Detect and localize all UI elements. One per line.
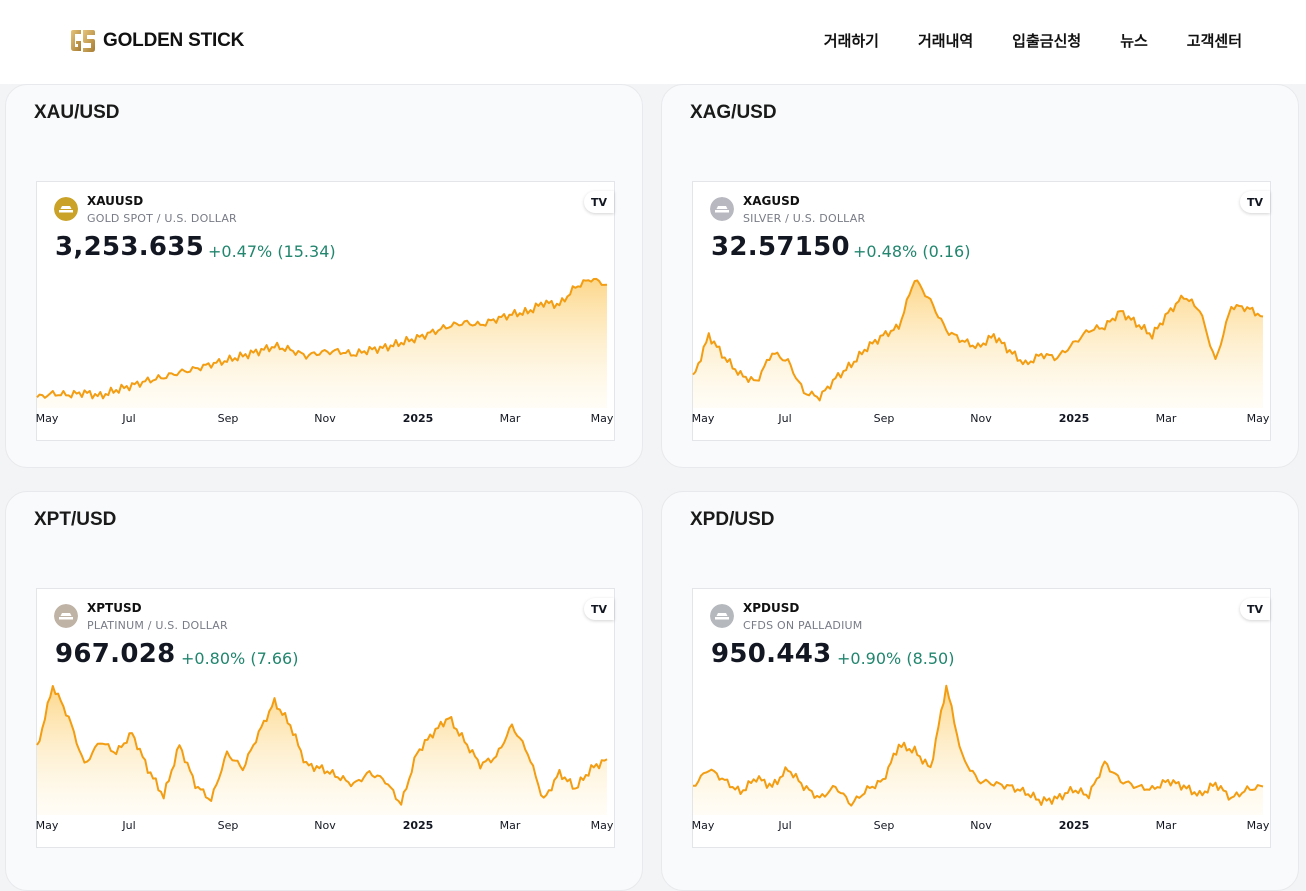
x-tick-label: 2025 (403, 412, 434, 425)
icon-bar-bottom (59, 210, 73, 213)
card-xpd: XPD/USD XPDUSD CFDS ON PALLADIUM 950.443… (661, 491, 1299, 891)
main-nav: 거래하기 거래내역 입출금신청 뉴스 고객센터 (785, 30, 1242, 51)
symbol-description: GOLD SPOT / U.S. DOLLAR (87, 212, 237, 225)
brand-name: GOLDEN STICK (103, 30, 245, 51)
symbol-description: SILVER / U.S. DOLLAR (743, 212, 866, 225)
icon-bar-bottom (59, 617, 73, 620)
silver-bar-icon (710, 197, 734, 221)
x-tick-label: May (591, 819, 614, 832)
card-title: XPD/USD (690, 509, 775, 530)
card-xag: XAG/USD XAGUSD SILVER / U.S. DOLLAR 32.5… (661, 84, 1299, 468)
ticker-widget[interactable]: XAUUSD GOLD SPOT / U.S. DOLLAR 3,253.635… (36, 181, 615, 441)
x-tick-label: 2025 (1059, 412, 1090, 425)
symbol-name[interactable]: XPDUSD (743, 601, 800, 615)
nav-deposit-withdraw[interactable]: 입출금신청 (1012, 32, 1082, 50)
x-tick-label: Sep (874, 819, 895, 832)
nav-history[interactable]: 거래내역 (917, 32, 974, 50)
icon-bar-bottom (715, 617, 729, 620)
price-value: 32.57150 (711, 232, 850, 262)
area-fill (37, 278, 607, 408)
symbol-name[interactable]: XAUUSD (87, 194, 144, 208)
card-title: XPT/USD (34, 509, 117, 530)
x-tick-label: Nov (970, 819, 992, 832)
x-tick-label: May (1247, 412, 1270, 425)
x-tick-label: May (692, 819, 715, 832)
icon-bar-top (60, 613, 72, 616)
price-change: +0.80% (7.66) (181, 649, 299, 668)
x-tick-label: May (36, 819, 59, 832)
palladium-bar-icon (710, 604, 734, 628)
symbol-description: CFDS ON PALLADIUM (743, 619, 863, 632)
x-tick-label: Nov (314, 819, 336, 832)
x-tick-label: 2025 (403, 819, 434, 832)
x-tick-label: Jul (777, 412, 791, 425)
x-tick-label: May (692, 412, 715, 425)
x-tick-label: May (1247, 819, 1270, 832)
ticker-widget[interactable]: XPTUSD PLATINUM / U.S. DOLLAR 967.028 +0… (36, 588, 615, 848)
series-line (36, 277, 608, 400)
x-tick-label: May (591, 412, 614, 425)
price-chart[interactable]: May Jul Sep Nov 2025 Mar May (36, 677, 614, 847)
price-change: +0.48% (0.16) (853, 242, 971, 261)
top-header: GOLDEN STICK 거래하기 거래내역 입출금신청 뉴스 고객센터 (0, 0, 1306, 84)
x-tick-label: Jul (777, 819, 791, 832)
tradingview-logo-icon[interactable]: TV (584, 191, 614, 213)
icon-bar-bottom (715, 210, 729, 213)
card-title: XAG/USD (690, 102, 777, 123)
x-tick-label: Mar (1156, 819, 1177, 832)
nav-support[interactable]: 고객센터 (1186, 32, 1242, 50)
nav-trade[interactable]: 거래하기 (823, 32, 879, 50)
card-xpt: XPT/USD XPTUSD PLATINUM / U.S. DOLLAR 96… (5, 491, 643, 891)
x-tick-label: Sep (874, 412, 895, 425)
tradingview-logo-icon[interactable]: TV (1240, 598, 1270, 620)
x-tick-label: Jul (121, 819, 135, 832)
price-value: 3,253.635 (55, 232, 205, 262)
price-change: +0.90% (8.50) (837, 649, 955, 668)
card-title: XAU/USD (34, 102, 120, 123)
price-chart[interactable]: May Jul Sep Nov 2025 Mar May (36, 270, 614, 440)
price-value: 967.028 (55, 639, 176, 669)
x-tick-label: Mar (500, 819, 521, 832)
icon-bar-top (60, 206, 72, 209)
series-line (692, 279, 1264, 402)
brand-logo[interactable]: GOLDEN STICK (69, 26, 244, 56)
x-tick-label: Sep (218, 412, 239, 425)
area-fill (693, 685, 1263, 815)
symbol-name[interactable]: XPTUSD (87, 601, 142, 615)
area-fill (37, 686, 607, 815)
golden-stick-logo-icon (71, 30, 95, 52)
x-tick-label: May (36, 412, 59, 425)
icon-bar-top (716, 613, 728, 616)
ticker-widget[interactable]: XAGUSD SILVER / U.S. DOLLAR 32.57150 +0.… (692, 181, 1271, 441)
tradingview-logo-icon[interactable]: TV (584, 598, 614, 620)
platinum-bar-icon (54, 604, 78, 628)
symbol-description: PLATINUM / U.S. DOLLAR (87, 619, 228, 632)
price-chart[interactable]: May Jul Sep Nov 2025 Mar May (692, 270, 1270, 440)
tradingview-logo-icon[interactable]: TV (1240, 191, 1270, 213)
x-tick-label: Nov (970, 412, 992, 425)
x-tick-label: Nov (314, 412, 336, 425)
price-change: +0.47% (15.34) (208, 242, 336, 261)
nav-news[interactable]: 뉴스 (1120, 32, 1148, 50)
x-tick-label: Jul (121, 412, 135, 425)
gold-bar-icon (54, 197, 78, 221)
ticker-widget[interactable]: XPDUSD CFDS ON PALLADIUM 950.443 +0.90% … (692, 588, 1271, 848)
x-tick-label: Mar (1156, 412, 1177, 425)
x-tick-label: Sep (218, 819, 239, 832)
price-value: 950.443 (711, 639, 832, 669)
series-line (693, 684, 1264, 807)
card-xau: XAU/USD XAUUSD GOLD SPOT / U.S. DOLLAR 3… (5, 84, 643, 468)
series-line (36, 685, 608, 806)
x-tick-label: 2025 (1059, 819, 1090, 832)
symbol-name[interactable]: XAGUSD (743, 194, 800, 208)
price-chart[interactable]: May Jul Sep Nov 2025 Mar May (692, 677, 1270, 847)
x-tick-label: Mar (500, 412, 521, 425)
icon-bar-top (716, 206, 728, 209)
